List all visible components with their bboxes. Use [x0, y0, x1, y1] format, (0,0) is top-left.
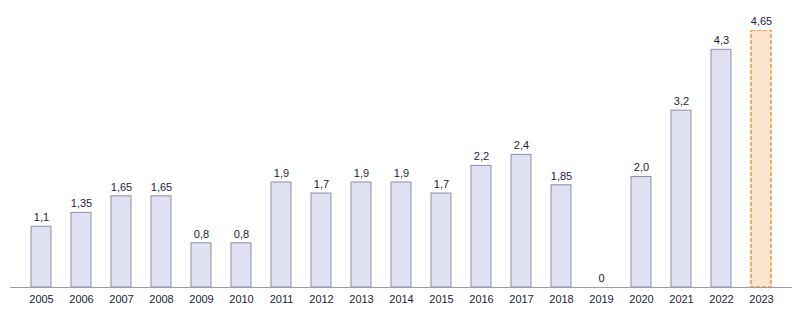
html-text:En euro: En euro	[8, 28, 57, 44]
svg-text:2017: 2017	[509, 293, 533, 305]
svg-text:1,85: 1,85	[551, 170, 572, 182]
svg-text:1,9: 1,9	[394, 167, 409, 179]
svg-text:2018: 2018	[549, 293, 573, 305]
svg-text:2021: 2021	[669, 293, 693, 305]
svg-text:2015: 2015	[429, 293, 453, 305]
svg-text:2,4: 2,4	[514, 139, 529, 151]
svg-text:2016: 2016	[469, 293, 493, 305]
svg-text:2013: 2013	[349, 293, 373, 305]
svg-text:3,2: 3,2	[674, 95, 689, 107]
svg-text:1,35: 1,35	[71, 197, 92, 209]
svg-text:2019: 2019	[589, 293, 613, 305]
svg-text:2,0: 2,0	[634, 161, 649, 173]
svg-text:2011: 2011	[270, 293, 294, 305]
svg-text:4,3: 4,3	[714, 34, 729, 46]
svg-text:2022: 2022	[709, 293, 733, 305]
svg-text:1,1: 1,1	[34, 211, 49, 223]
svg-text:0: 0	[598, 272, 604, 284]
svg-text:2014: 2014	[389, 293, 413, 305]
svg-text:1,9: 1,9	[274, 167, 289, 179]
svg-text:2012: 2012	[309, 293, 333, 305]
svg-text:2023: 2023	[749, 293, 773, 305]
svg-text:1,65: 1,65	[111, 181, 132, 193]
svg-text:2020: 2020	[629, 293, 653, 305]
svg-text:2009: 2009	[189, 293, 213, 305]
svg-text:1,7: 1,7	[434, 178, 449, 190]
svg-text:2,2: 2,2	[474, 150, 489, 162]
svg-text:2007: 2007	[109, 293, 133, 305]
svg-text:1,7: 1,7	[314, 178, 329, 190]
svg-text:0,8: 0,8	[234, 228, 249, 240]
svg-text:2010: 2010	[229, 293, 253, 305]
svg-text:0,8: 0,8	[194, 228, 209, 240]
svg-text:1,65: 1,65	[151, 181, 172, 193]
svg-text:2008: 2008	[149, 293, 173, 305]
svg-text:2006: 2006	[69, 293, 93, 305]
svg-text:4,65: 4,65	[751, 15, 772, 27]
svg-text:1,9: 1,9	[354, 167, 369, 179]
svg-text:2005: 2005	[29, 293, 53, 305]
